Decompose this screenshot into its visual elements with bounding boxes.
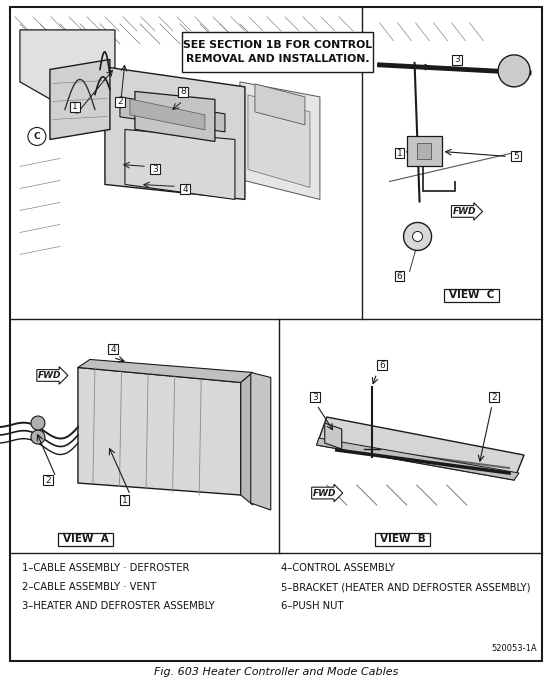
Text: VIEW  C: VIEW C [449, 291, 495, 300]
Text: 2: 2 [491, 392, 497, 401]
Bar [511, 151, 521, 161]
Polygon shape [125, 129, 235, 199]
Text: 1: 1 [72, 102, 78, 111]
Circle shape [498, 55, 530, 87]
Bar [115, 97, 125, 107]
Text: 4: 4 [182, 185, 188, 194]
Circle shape [412, 232, 423, 241]
Polygon shape [78, 359, 253, 383]
Text: C: C [34, 132, 40, 141]
Polygon shape [120, 97, 225, 132]
Text: 3–HEATER AND DEFROSTER ASSEMBLY: 3–HEATER AND DEFROSTER ASSEMBLY [22, 601, 215, 611]
Polygon shape [255, 84, 305, 125]
Text: 1: 1 [397, 149, 402, 158]
Text: FWD: FWD [313, 488, 337, 497]
Text: FWD: FWD [38, 371, 62, 380]
Text: 3: 3 [454, 56, 460, 65]
Text: 520053-1A: 520053-1A [491, 644, 537, 653]
Text: 2: 2 [45, 475, 51, 484]
Polygon shape [241, 372, 253, 505]
Text: 8: 8 [180, 87, 186, 96]
Text: 5: 5 [513, 152, 519, 161]
Text: 4: 4 [110, 345, 116, 354]
Bar [150, 164, 160, 174]
Bar [395, 148, 404, 159]
Bar [444, 289, 500, 302]
Text: VIEW  B: VIEW B [380, 534, 426, 544]
Text: 6: 6 [397, 272, 402, 281]
Circle shape [31, 416, 45, 430]
Polygon shape [50, 60, 110, 139]
Polygon shape [317, 438, 519, 480]
Polygon shape [240, 82, 320, 199]
Circle shape [404, 223, 432, 251]
Text: 6–PUSH NUT: 6–PUSH NUT [281, 601, 343, 611]
Bar [452, 55, 461, 65]
Polygon shape [317, 417, 524, 480]
Bar [182, 32, 373, 72]
Bar [43, 475, 52, 485]
Polygon shape [248, 95, 310, 188]
Text: 5–BRACKET (HEATER AND DEFROSTER ASSEMBLY): 5–BRACKET (HEATER AND DEFROSTER ASSEMBLY… [281, 582, 530, 592]
Bar [120, 495, 129, 505]
Text: 6: 6 [379, 361, 385, 370]
Polygon shape [105, 67, 245, 199]
Polygon shape [78, 368, 241, 495]
Text: 3: 3 [152, 165, 158, 174]
Bar [375, 533, 431, 545]
Polygon shape [20, 30, 115, 102]
Text: 2–CABLE ASSEMBLY · VENT: 2–CABLE ASSEMBLY · VENT [22, 582, 156, 592]
Text: FWD: FWD [453, 207, 476, 216]
Text: SEE SECTION 1B FOR CONTROL
REMOVAL AND INSTALLATION.: SEE SECTION 1B FOR CONTROL REMOVAL AND I… [183, 41, 372, 64]
Bar [108, 344, 118, 354]
Bar [395, 271, 404, 282]
Text: Fig. 603 Heater Controller and Mode Cables: Fig. 603 Heater Controller and Mode Cabl… [154, 667, 398, 677]
Text: 2: 2 [117, 98, 123, 106]
Bar [417, 144, 431, 159]
Bar [178, 87, 188, 97]
Bar [310, 392, 320, 402]
Circle shape [31, 430, 45, 444]
Text: 4–CONTROL ASSEMBLY: 4–CONTROL ASSEMBLY [281, 563, 395, 573]
Polygon shape [135, 91, 215, 142]
Text: VIEW  A: VIEW A [63, 534, 108, 544]
Text: 1–CABLE ASSEMBLY · DEFROSTER: 1–CABLE ASSEMBLY · DEFROSTER [22, 563, 189, 573]
Polygon shape [251, 372, 271, 510]
Bar [180, 184, 190, 194]
Polygon shape [325, 423, 342, 449]
Bar [489, 392, 499, 402]
Bar [407, 137, 442, 166]
Bar [70, 102, 79, 112]
Text: 1: 1 [121, 495, 127, 504]
Bar [58, 533, 113, 545]
Bar [377, 361, 386, 370]
Text: 3: 3 [312, 392, 317, 401]
Polygon shape [130, 99, 205, 130]
